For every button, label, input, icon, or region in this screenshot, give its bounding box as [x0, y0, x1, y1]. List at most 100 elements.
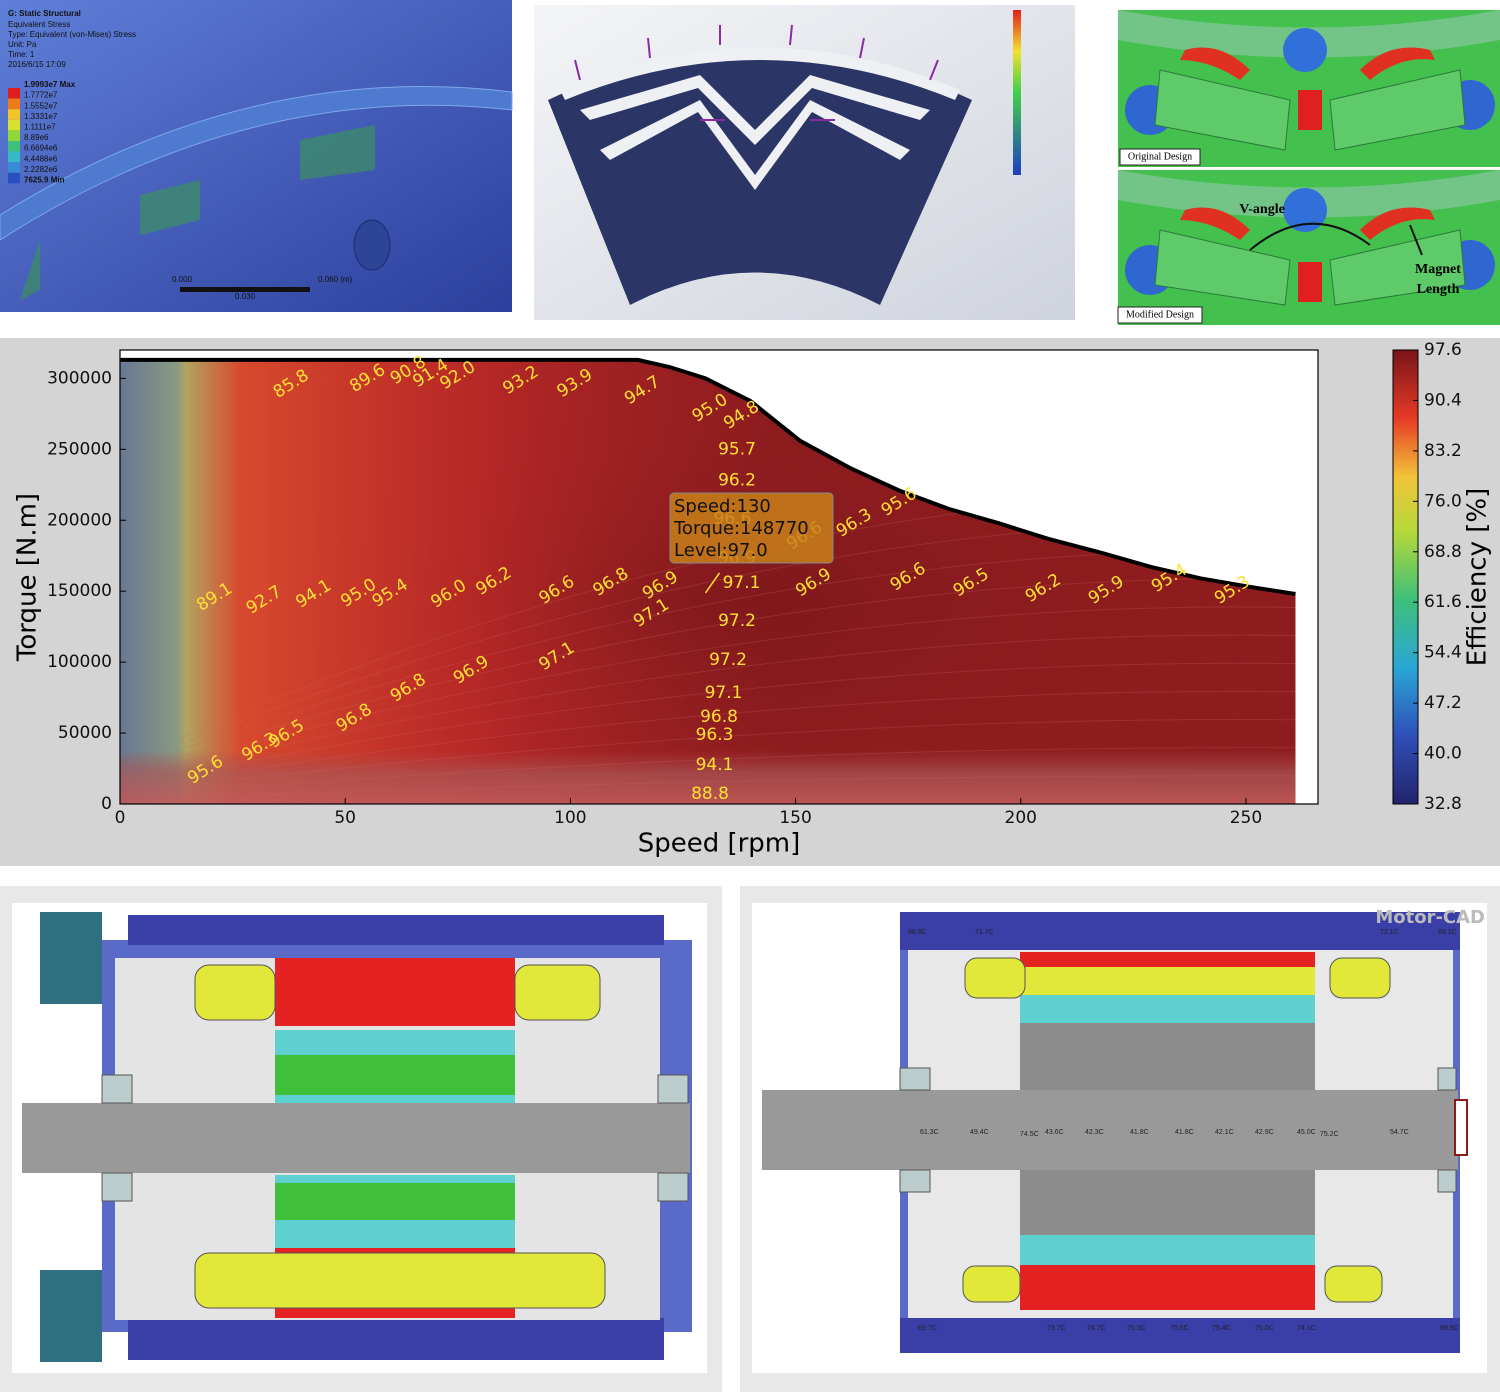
x-tick-label: 150: [779, 808, 811, 828]
colorbar-tick-label: 61.6: [1424, 592, 1462, 612]
colorbar-tick-label: 54.4: [1424, 643, 1462, 663]
stress-panel: G: Static Structural Equivalent StressTy…: [0, 0, 513, 312]
temperature-label: 41.8C: [1130, 1129, 1149, 1136]
contour-line: [179, 775, 1296, 799]
plot-frame: [119, 349, 1319, 805]
x-axis-title: Speed [rpm]: [638, 829, 801, 859]
contour-label: 88.8: [691, 784, 729, 804]
legend-swatch: [8, 98, 20, 110]
x-tick-label: 250: [1230, 808, 1262, 828]
legend-label: 1.1111e7: [24, 123, 56, 132]
colorbar-tick-label: 68.8: [1424, 542, 1462, 562]
x-tick-label: 100: [554, 808, 586, 828]
contour-label: 96.3: [696, 725, 734, 745]
temperature-label: 54.7C: [1390, 1129, 1409, 1136]
temperature-label: 43.6C: [1045, 1129, 1064, 1136]
info-line: Unit: Pa: [8, 40, 37, 49]
colorbar-tick-label: 97.6: [1424, 340, 1462, 360]
x-tick-label: 0: [115, 808, 126, 828]
contour-line: [179, 690, 1296, 781]
contour-label: 96.2: [718, 471, 756, 491]
legend-swatch: [8, 162, 20, 173]
legend-label: 1.7772e7: [24, 91, 58, 100]
temperature-label: 69.1C: [1438, 929, 1457, 936]
legend-swatch: [8, 88, 20, 99]
legend-label: 4.4488e6: [24, 154, 58, 163]
legend-label: 1.3331e7: [24, 112, 58, 121]
contour-line: [179, 719, 1296, 787]
contour-label: 97.1: [705, 683, 743, 703]
temperature-label: 69.7C: [918, 1325, 937, 1332]
legend-label: 7625.9 Min: [24, 176, 65, 185]
tooltip-text: Level:97.0: [674, 540, 768, 561]
temperature-label: 41.8C: [1175, 1129, 1194, 1136]
thermal-right: Motor-CAD 68.8C 71.7C 72.1C 69.1C 61.3C 49.4C…: [740, 886, 1500, 1392]
legend-swatch: [8, 119, 20, 131]
tooltip-text: Speed:130: [674, 496, 771, 517]
contour-label: 97.1: [723, 573, 761, 593]
y-tick-label: 300000: [47, 368, 112, 388]
legend-label: 8.89e6: [24, 133, 49, 142]
legend-label: 6.6694e6: [24, 144, 58, 153]
magnet-panel: Original Design Modified Design V-angle …: [1117, 10, 1500, 325]
x-tick-label: 200: [1005, 808, 1037, 828]
tooltip-box: [669, 492, 834, 564]
colorbar-tick-label: 83.2: [1424, 441, 1462, 461]
legend-swatch: [8, 141, 20, 152]
title: G: Static Structural: [8, 9, 81, 18]
contour-label: 95.7: [718, 439, 756, 459]
thermal-left: [0, 886, 722, 1392]
info-line: Equivalent Stress: [8, 20, 70, 29]
contour-label: 97.2: [718, 611, 756, 631]
contour-line: [179, 578, 1296, 757]
temperature-label: 49.4C: [970, 1129, 989, 1136]
colorbar-tick-label: 90.4: [1424, 390, 1462, 410]
contour-line: [179, 662, 1296, 775]
y-axis-title: Torque [N.m]: [13, 493, 43, 662]
temperature-label: 74.7C: [1087, 1325, 1106, 1332]
tooltip-text: Torque:148770: [673, 518, 809, 539]
temperature-label: 71.7C: [975, 929, 994, 936]
scale-label: 0.060 (m): [318, 275, 353, 284]
temperature-label: 74.1C: [1297, 1325, 1316, 1332]
temperature-label: 72.1C: [1380, 929, 1399, 936]
rotor-panel: [534, 5, 1075, 320]
annotation: Length: [1417, 282, 1460, 297]
temperature-label: 73.7C: [1047, 1325, 1066, 1332]
legend-swatch: [8, 172, 20, 184]
colorbar-tick-label: 76.0: [1424, 491, 1462, 511]
temperature-label: 42.3C: [1085, 1129, 1104, 1136]
contour-line: [179, 634, 1296, 769]
legend-label: 2.2282e6: [24, 165, 58, 174]
colorbar: [1392, 349, 1419, 805]
colorbar-tick-label: 32.8: [1424, 794, 1462, 814]
colorbar-tick-label: 47.2: [1424, 693, 1462, 713]
scale-label: 0.000: [172, 275, 193, 284]
temperature-label: 75.4C: [1212, 1325, 1231, 1332]
info-line: Time: 1: [8, 50, 35, 59]
temperature-label: 45.0C: [1297, 1129, 1316, 1136]
annotation: Magnet: [1415, 262, 1461, 277]
y-tick-label: 250000: [47, 439, 112, 459]
legend-swatch: [8, 151, 20, 163]
temperature-label: 75.2C: [1320, 1131, 1339, 1138]
y-tick-label: 200000: [47, 510, 112, 530]
legend-swatch: [8, 109, 20, 120]
x-tick-label: 50: [334, 808, 356, 828]
contour-line: [179, 606, 1296, 763]
temperature-label: 42.1C: [1215, 1129, 1234, 1136]
panel-label: Original Design: [1128, 151, 1192, 162]
legend-label: 1.9993e7 Max: [24, 80, 76, 89]
contour-line: [179, 747, 1296, 793]
y-tick-label: 0: [101, 794, 112, 814]
y-tick-label: 150000: [47, 581, 112, 601]
temperature-label: 68.8C: [908, 929, 927, 936]
info-line: Type: Equivalent (von-Mises) Stress: [8, 30, 136, 39]
annotation: V-angle: [1239, 202, 1285, 217]
contour-label: 94.1: [696, 755, 734, 775]
temperature-label: 61.3C: [920, 1129, 939, 1136]
temperature-label: 74.5C: [1020, 1131, 1039, 1138]
temperature-label: 69.9C: [1440, 1325, 1459, 1332]
y-tick-label: 100000: [47, 652, 112, 672]
